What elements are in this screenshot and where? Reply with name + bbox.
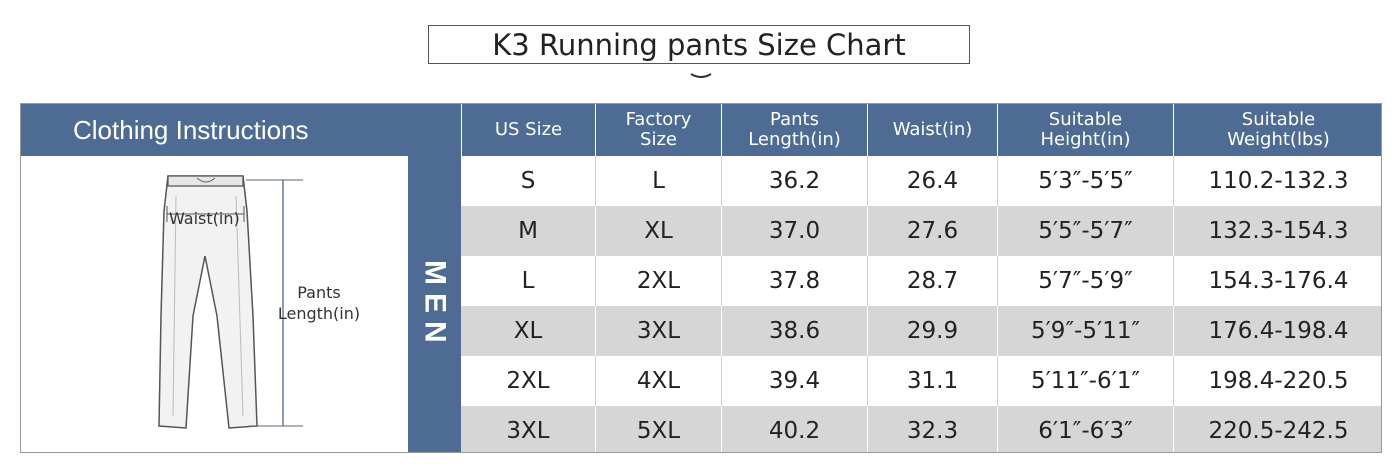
- header-waist: Waist(in): [867, 104, 997, 156]
- cell-factory-size: 5XL: [595, 406, 721, 452]
- cell-weight: 220.5-242.5: [1173, 406, 1381, 452]
- table-row: M XL 37.0 27.6 5′5″-5′7″ 132.3-154.3: [461, 206, 1381, 256]
- cell-us-size: M: [518, 218, 538, 244]
- pants-diagram: Waist(in) Pants Length(in): [158, 175, 360, 429]
- pants-outline-icon: [158, 175, 258, 429]
- size-chart-table: Clothing Instructions US Size Factory Si…: [20, 103, 1382, 453]
- chevron-down-icon: [690, 73, 712, 78]
- cell-factory-size: XL: [595, 206, 721, 256]
- cell-waist: 31.1: [867, 356, 997, 406]
- cell-height: 5′3″-5′5″: [997, 156, 1173, 206]
- men-group-label: MEN: [418, 259, 452, 351]
- cell-factory-size: 2XL: [595, 256, 721, 306]
- header-clothing-instructions: Clothing Instructions: [73, 115, 309, 145]
- length-label-line2: Length(in): [278, 304, 360, 323]
- page-title: K3 Running pants Size Chart: [428, 25, 970, 64]
- cell-waist: 29.9: [867, 306, 997, 356]
- cell-waist: 28.7: [867, 256, 997, 306]
- pants-diagram-panel: Waist(in) Pants Length(in): [21, 156, 408, 452]
- cell-height: 5′7″-5′9″: [997, 256, 1173, 306]
- cell-us-size: XL: [513, 318, 543, 344]
- table-row: S L 36.2 26.4 5′3″-5′5″ 110.2-132.3: [461, 156, 1381, 206]
- header-factory-size: Factory Size: [595, 104, 721, 156]
- cell-height: 5′5″-5′7″: [997, 206, 1173, 256]
- cell-us-size: 2XL: [506, 368, 550, 394]
- cell-us-size: S: [520, 168, 536, 194]
- men-group-band: MEN: [408, 156, 461, 452]
- cell-waist: 26.4: [867, 156, 997, 206]
- table-body: S L 36.2 26.4 5′3″-5′5″ 110.2-132.3 M XL 37.0 27.…: [461, 156, 1381, 452]
- table-row: 2XL 4XL 39.4 31.1 5′11″-6′1″ 198.4-220.5: [461, 356, 1381, 406]
- cell-waist: 32.3: [867, 406, 997, 452]
- cell-weight: 176.4-198.4: [1173, 306, 1381, 356]
- header-pants-length: Pants Length(in): [721, 104, 867, 156]
- cell-weight: 198.4-220.5: [1173, 356, 1381, 406]
- header-us-size: US Size: [461, 104, 595, 156]
- header-weight: Suitable Weight(lbs): [1173, 104, 1381, 156]
- cell-weight: 154.3-176.4: [1173, 256, 1381, 306]
- table-row: L 2XL 37.8 28.7 5′7″-5′9″ 154.3-176.4: [461, 256, 1381, 306]
- cell-pants-length: 36.2: [721, 156, 867, 206]
- cell-height: 6′1″-6′3″: [997, 406, 1173, 452]
- length-label-line1: Pants: [297, 283, 340, 302]
- cell-height: 5′9″-5′11″: [997, 306, 1173, 356]
- cell-us-size: 3XL: [506, 418, 550, 444]
- cell-pants-length: 39.4: [721, 356, 867, 406]
- table-row: XL 3XL 38.6 29.9 5′9″-5′11″ 176.4-198.4: [461, 306, 1381, 356]
- cell-pants-length: 37.8: [721, 256, 867, 306]
- cell-factory-size: L: [595, 156, 721, 206]
- cell-pants-length: 37.0: [721, 206, 867, 256]
- cell-waist: 27.6: [867, 206, 997, 256]
- cell-weight: 110.2-132.3: [1173, 156, 1381, 206]
- cell-factory-size: 4XL: [595, 356, 721, 406]
- cell-factory-size: 3XL: [595, 306, 721, 356]
- cell-weight: 132.3-154.3: [1173, 206, 1381, 256]
- cell-pants-length: 38.6: [721, 306, 867, 356]
- table-row: 3XL 5XL 40.2 32.3 6′1″-6′3″ 220.5-242.5: [461, 406, 1381, 452]
- cell-pants-length: 40.2: [721, 406, 867, 452]
- cell-height: 5′11″-6′1″: [997, 356, 1173, 406]
- cell-us-size: L: [521, 268, 535, 294]
- waist-label: Waist(in): [169, 209, 240, 228]
- table-header: Clothing Instructions US Size Factory Si…: [21, 104, 1381, 156]
- header-height: Suitable Height(in): [997, 104, 1173, 156]
